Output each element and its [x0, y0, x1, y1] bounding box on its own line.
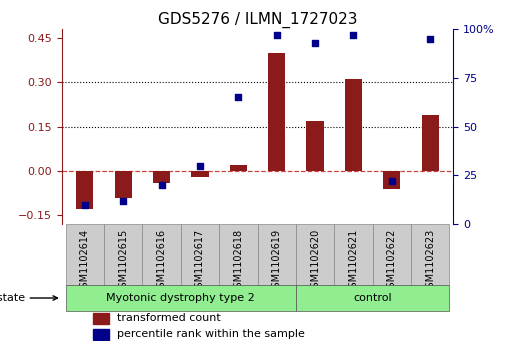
Bar [230, 165, 247, 171]
Text: GSM1102622: GSM1102622 [387, 228, 397, 294]
Point [388, 178, 396, 184]
Point [272, 32, 281, 38]
Bar [411, 224, 450, 285]
Bar [65, 224, 104, 285]
Bar [296, 224, 334, 285]
Point [349, 32, 357, 38]
Bar [191, 171, 209, 177]
Bar [93, 313, 109, 324]
Point [311, 40, 319, 46]
Bar [93, 329, 109, 340]
Text: GSM1102621: GSM1102621 [349, 228, 358, 294]
Bar [373, 224, 411, 285]
Text: GSM1102617: GSM1102617 [195, 228, 205, 294]
Text: GSM1102614: GSM1102614 [80, 228, 90, 294]
Bar [306, 121, 324, 171]
Title: GDS5276 / ILMN_1727023: GDS5276 / ILMN_1727023 [158, 12, 357, 28]
Bar [334, 224, 373, 285]
Point [119, 198, 127, 204]
Text: disease state: disease state [0, 293, 58, 303]
Bar [114, 171, 132, 197]
Text: GSM1102619: GSM1102619 [272, 228, 282, 294]
Point [196, 163, 204, 168]
Point [234, 94, 243, 100]
Point [158, 182, 166, 188]
Text: GSM1102620: GSM1102620 [310, 228, 320, 294]
Bar [181, 224, 219, 285]
Text: Myotonic dystrophy type 2: Myotonic dystrophy type 2 [107, 293, 255, 303]
Bar [383, 171, 401, 189]
Bar [104, 224, 142, 285]
Bar [76, 171, 93, 209]
Bar [345, 79, 362, 171]
Text: GSM1102623: GSM1102623 [425, 228, 435, 294]
Text: percentile rank within the sample: percentile rank within the sample [116, 329, 304, 339]
Text: GSM1102618: GSM1102618 [233, 228, 243, 294]
Bar [219, 224, 258, 285]
Text: GSM1102615: GSM1102615 [118, 228, 128, 294]
Bar [268, 53, 285, 171]
Bar [296, 285, 450, 311]
Text: transformed count: transformed count [116, 313, 220, 323]
Point [81, 202, 89, 208]
Bar [153, 171, 170, 183]
Text: GSM1102616: GSM1102616 [157, 228, 166, 294]
Point [426, 36, 434, 42]
Bar [65, 285, 296, 311]
Bar [422, 115, 439, 171]
Bar [142, 224, 181, 285]
Text: control: control [353, 293, 392, 303]
Bar [258, 224, 296, 285]
